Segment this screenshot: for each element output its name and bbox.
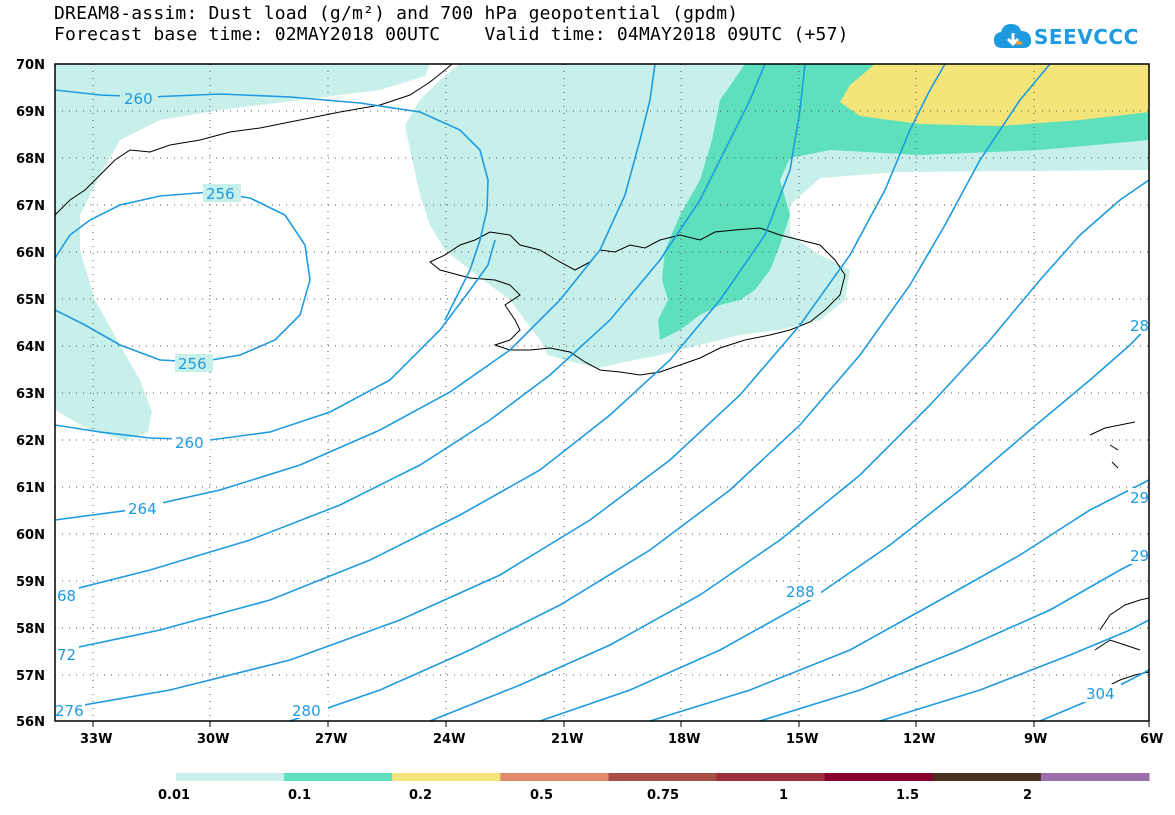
contour-284: [429, 179, 1149, 721]
contour-label-268: 68: [57, 587, 76, 605]
colorbar-segment: [392, 773, 501, 781]
contour-label-260b: 260: [175, 434, 204, 452]
colorbar-segment: [608, 773, 717, 781]
lat-label-66n: 66N: [16, 246, 45, 261]
lon-label-12w: 12W: [903, 732, 935, 747]
contour-label-276: 276: [55, 702, 84, 720]
contour-label-264: 264: [128, 500, 157, 518]
colorbar-segment: [500, 773, 609, 781]
contour-300: [879, 619, 1149, 721]
contour-label-260a: 260: [124, 90, 153, 108]
lat-label-67n: 67N: [16, 199, 45, 214]
contour-260-south: [55, 239, 496, 441]
contour-label-288: 288: [786, 583, 815, 601]
colorbar-segment: [932, 773, 1042, 781]
contour-label-256a: 256: [206, 185, 235, 203]
lon-label-21w: 21W: [551, 732, 583, 747]
contour-label-272: 72: [57, 646, 76, 664]
lat-label-70n: 70N: [16, 58, 45, 73]
colorbar-label-0.01: 0.01: [158, 788, 190, 803]
graticule: [55, 64, 1149, 721]
dust-area-0.2: [840, 64, 1149, 126]
lat-label-59n: 59N: [16, 575, 45, 590]
colorbar: [176, 773, 1150, 781]
geopotential-contours: [55, 64, 1149, 721]
iceland-coast: [429, 227, 846, 376]
contour-264: [55, 64, 656, 521]
contour-label-29a: 29: [1130, 489, 1149, 507]
dust-area-0.1: [658, 64, 1149, 340]
colorbar-segment: [284, 773, 393, 781]
contour-label-280: 280: [292, 702, 321, 720]
lat-label-56n: 56N: [16, 715, 45, 730]
colorbar-segment: [1040, 773, 1150, 781]
scotland-coast: [1094, 597, 1149, 691]
lon-label-15w: 15W: [786, 732, 818, 747]
lon-label-27w: 27W: [315, 732, 347, 747]
colorbar-label-1.5: 1.5: [896, 788, 919, 803]
colorbar-segment: [176, 773, 285, 781]
colorbar-label-2: 2: [1023, 788, 1032, 803]
map-frame: [54, 63, 1150, 722]
contour-288: [539, 324, 1149, 721]
lat-label-58n: 58N: [16, 622, 45, 637]
colorbar-segment: [716, 773, 826, 781]
lat-label-69n: 69N: [16, 105, 45, 120]
lat-label-60n: 60N: [16, 528, 45, 543]
contour-276: [55, 64, 946, 711]
title-line-2: Forecast base time: 02MAY2018 00UTC Vali…: [54, 24, 849, 45]
contour-268: [55, 64, 766, 595]
contour-280: [289, 64, 1051, 721]
dust-area-0.01-west: [55, 64, 430, 440]
lon-label-33w: 33W: [80, 732, 112, 747]
longitude-labels: 33W 30W 27W 24W 21W 18W 15W 12W 9W 6W: [80, 732, 1163, 747]
lon-label-24w: 24W: [433, 732, 465, 747]
lat-label-68n: 68N: [16, 152, 45, 167]
contour-292a: [649, 479, 1149, 721]
lat-label-65n: 65N: [16, 293, 45, 308]
faroe-islands: [1089, 421, 1136, 469]
latitude-labels: 70N 69N 68N 67N 66N 65N 64N 63N 62N 61N …: [16, 58, 45, 730]
contour-292b: [759, 554, 1149, 721]
colorbar-label-0.1: 0.1: [288, 788, 311, 803]
contour-260-north: [55, 89, 489, 321]
logo-text: SEEVCCC: [1034, 25, 1139, 49]
colorbar-label-0.5: 0.5: [530, 788, 553, 803]
lon-label-30w: 30W: [197, 732, 229, 747]
lon-label-6w: 6W: [1140, 732, 1163, 747]
colorbar-label-0.2: 0.2: [409, 788, 432, 803]
lat-label-57n: 57N: [16, 669, 45, 684]
colorbar-labels: 0.01 0.1 0.2 0.5 0.75 1 1.5 2: [158, 788, 1032, 803]
lat-label-61n: 61N: [16, 481, 45, 496]
cloud-download-icon: [994, 24, 1032, 48]
colorbar-label-1: 1: [779, 788, 788, 803]
colorbar-segment: [824, 773, 934, 781]
lon-label-9w: 9W: [1024, 732, 1047, 747]
lon-label-18w: 18W: [668, 732, 700, 747]
contour-label-304: 304: [1086, 685, 1115, 703]
contour-label-256b: 256: [178, 355, 207, 373]
lat-label-64n: 64N: [16, 340, 45, 355]
lat-label-63n: 63N: [16, 387, 45, 402]
colorbar-label-0.75: 0.75: [647, 788, 679, 803]
seevccc-logo: SEEVCCC: [992, 18, 1157, 58]
contour-label-28: 28: [1130, 317, 1149, 335]
contour-label-group: 260 256 256 260 264 68 72 276 280 288 28…: [55, 89, 1149, 720]
contour-label-29b: 29: [1130, 547, 1149, 565]
contour-272: [55, 64, 806, 653]
contour-256: [55, 191, 311, 363]
title-line-1: DREAM8-assim: Dust load (g/m²) and 700 h…: [54, 3, 739, 24]
axis-ticks: [92, 721, 1150, 727]
lat-label-62n: 62N: [16, 434, 45, 449]
greenland-coast: [55, 64, 453, 216]
map-plot-area: 260 256 256 260 264 68 72 276 280 288 28…: [55, 64, 1149, 721]
